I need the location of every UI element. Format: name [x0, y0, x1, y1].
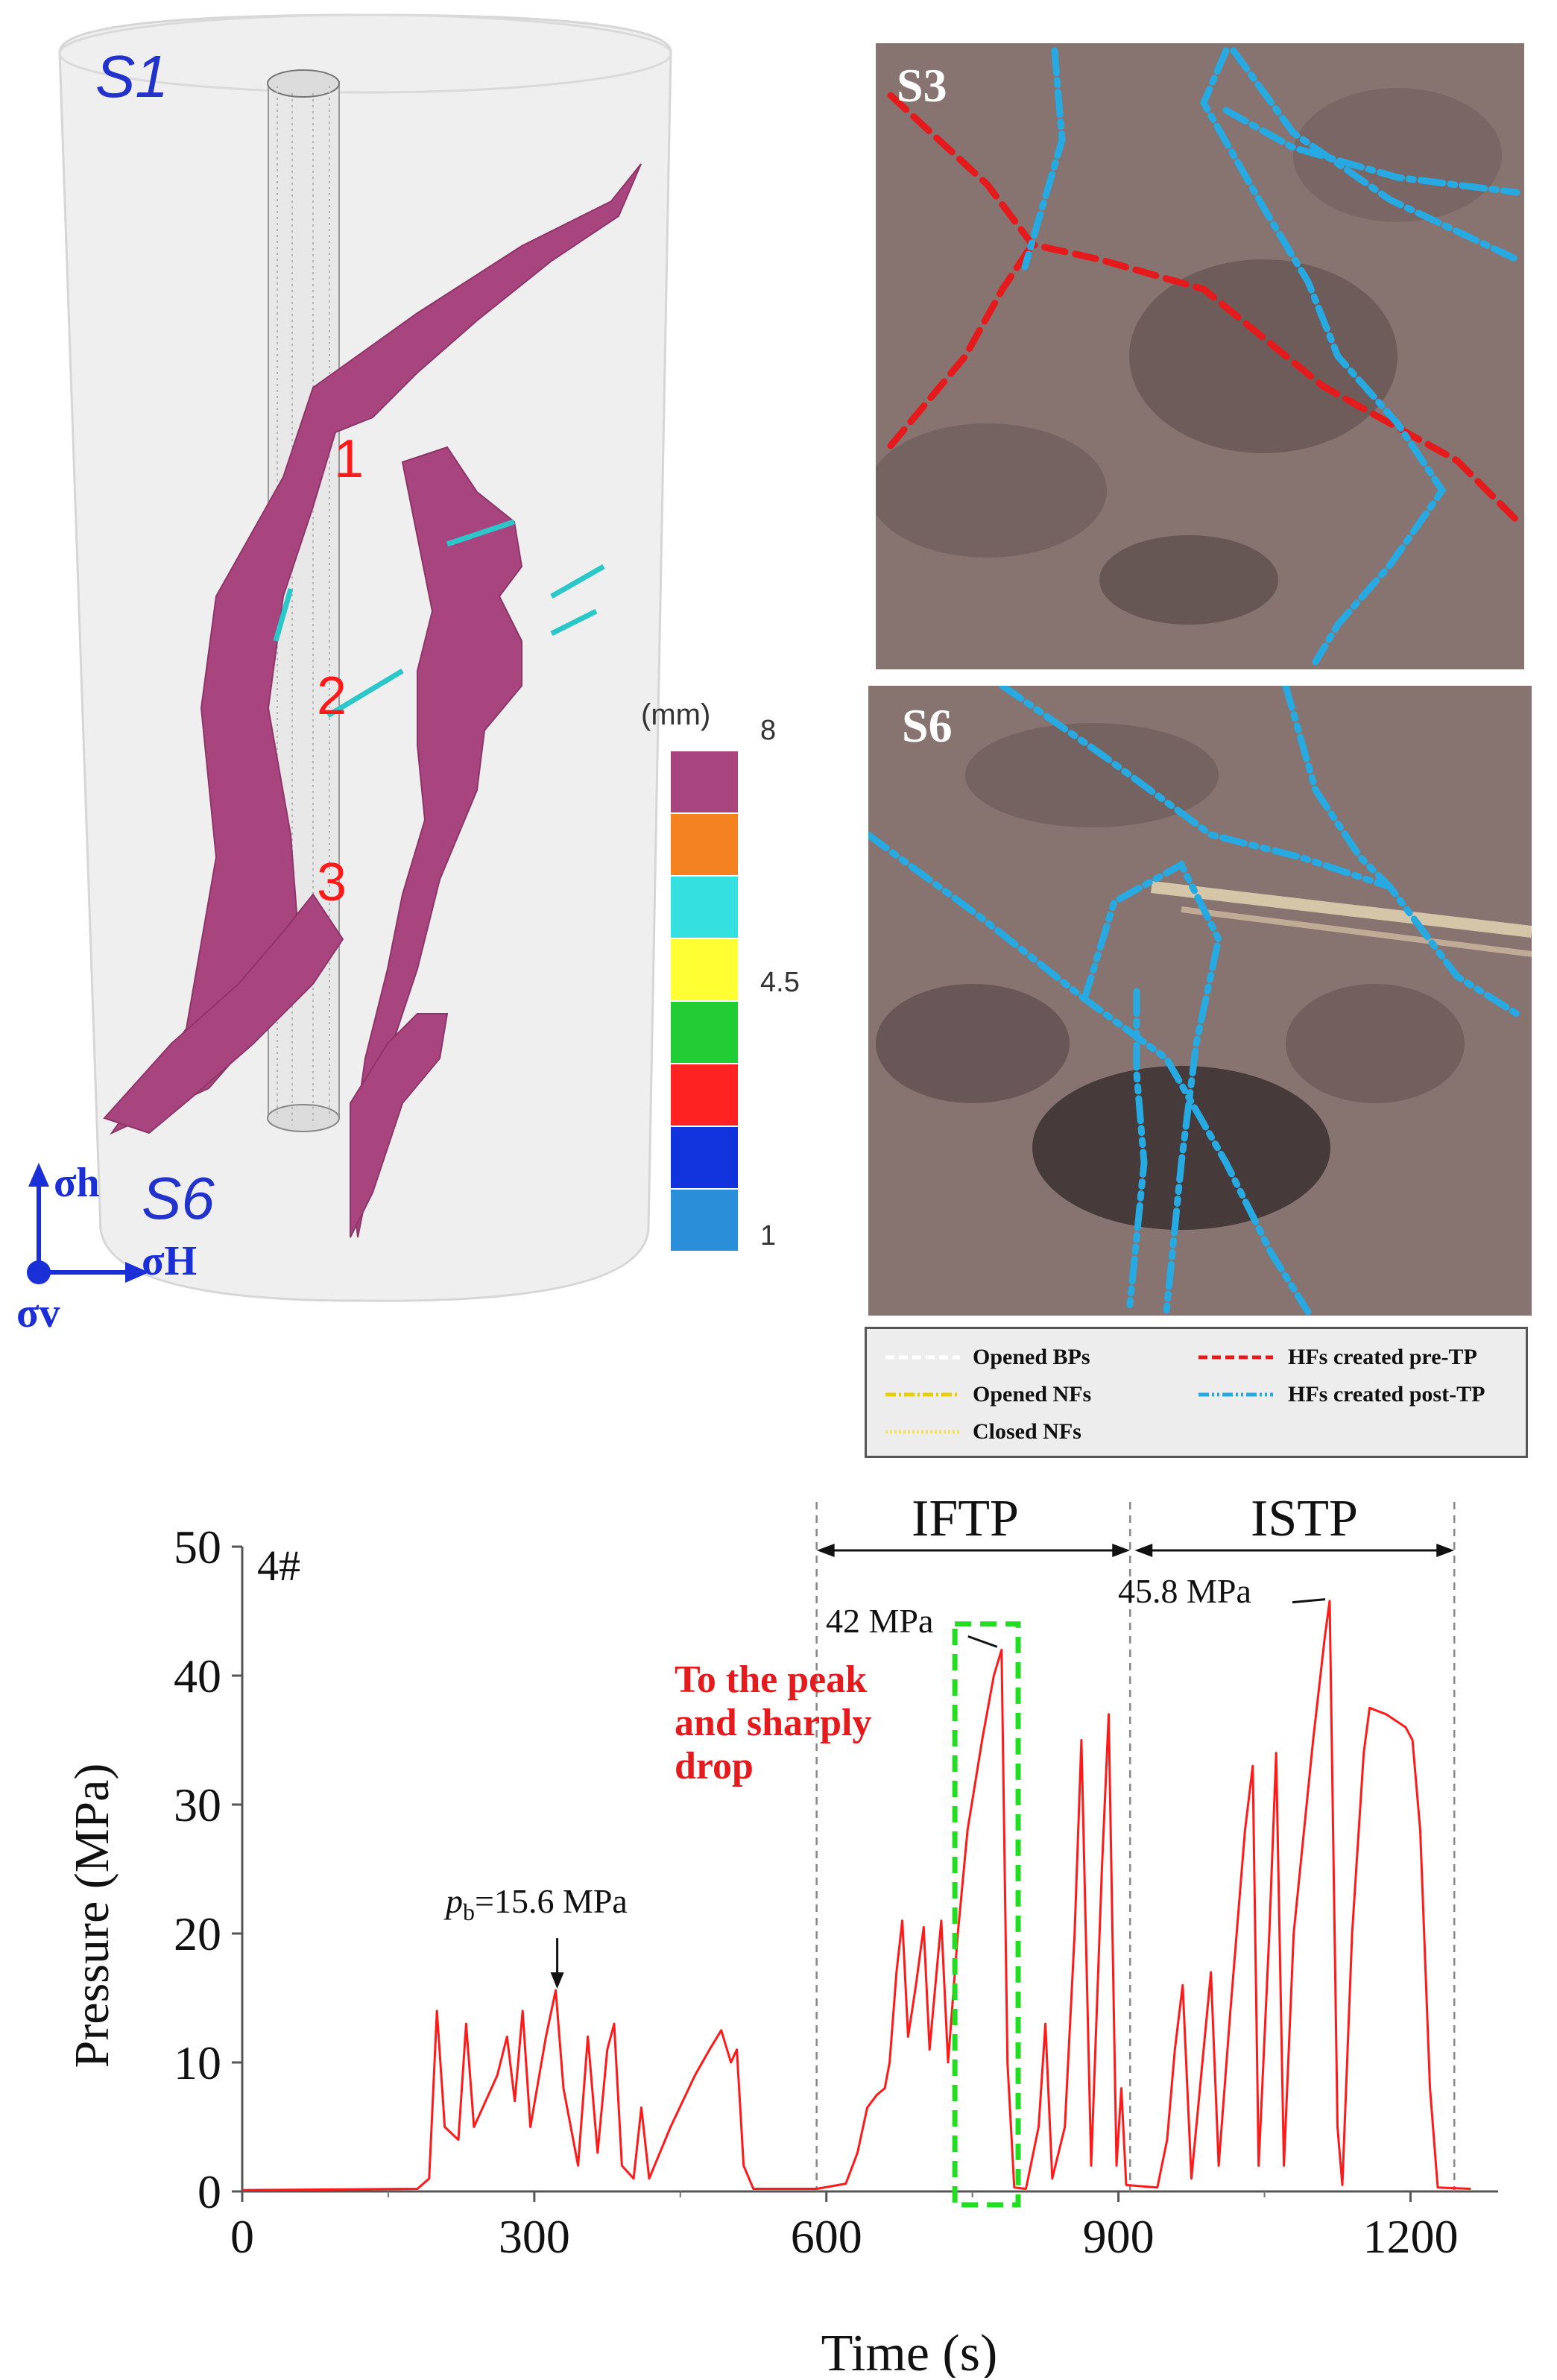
colorbar-cell	[671, 1002, 738, 1063]
fracture-label-3: 3	[317, 853, 347, 912]
annotation-line-2: and sharply	[675, 1702, 871, 1744]
sigma-v-label: σv	[16, 1290, 60, 1336]
y-axis-label: Pressure (MPa)	[65, 1764, 119, 2068]
fracture-model-3d: 1 2 3 S1 S6 σh σH σv	[16, 13, 672, 1336]
y-tick-label: 20	[174, 1907, 221, 1960]
breakdown-pressure-label: pb=15.6 MPa	[443, 1882, 628, 1925]
s6-hf-post-tp-2	[1282, 686, 1394, 891]
colorbar-cell	[671, 1064, 738, 1126]
fracture-label-2: 2	[317, 666, 347, 726]
phase-label-istp: ISTP	[1251, 1490, 1358, 1547]
colorbar-cell	[671, 1127, 738, 1188]
iftp-span-arrow-head-left	[816, 1544, 835, 1557]
legend-label-hf-post-tp: HFs created post-TP	[1288, 1382, 1485, 1407]
s6-hf-post-tp-1	[999, 686, 1520, 1017]
colorbar-cell	[671, 751, 738, 812]
legend-label-opened-nfs: Opened NFs	[973, 1382, 1091, 1407]
s6-hf-post-tp-5	[1125, 988, 1148, 1316]
s3-hf-post-tp-1	[1021, 47, 1066, 271]
peak1-arrow	[967, 1635, 998, 1648]
photo-s6: S6	[868, 686, 1532, 1316]
annotation-line-1: To the peak	[675, 1658, 867, 1701]
s6-hf-post-tp-3	[868, 831, 1312, 1316]
photo-s3: S3	[876, 43, 1524, 669]
photo-legend: Opened BPs HFs created pre-TP Opened NFs…	[865, 1327, 1528, 1458]
fracture-label-1: 1	[334, 429, 364, 489]
x-tick-label: 900	[1083, 2210, 1155, 2263]
sample-label-4: 4#	[257, 1541, 300, 1590]
photo-s3-label: S3	[897, 59, 947, 112]
legend-label-closed-nfs: Closed NFs	[973, 1419, 1081, 1444]
colorbar-unit: (mm)	[641, 698, 710, 731]
colorbar-cell	[671, 814, 738, 875]
sigma-h-label: σh	[54, 1160, 100, 1206]
colorbar-cells	[671, 751, 738, 1251]
x-tick-label: 600	[791, 2210, 862, 2263]
legend-label-opened-bps: Opened BPs	[973, 1345, 1090, 1369]
pressure-series-line	[241, 1600, 1471, 2191]
colorbar-cell	[671, 1190, 738, 1251]
s6-hf-post-tp-4	[1081, 859, 1222, 1316]
y-tick-label: 0	[198, 2165, 221, 2218]
peak-label-45-8: 45.8 MPa	[1118, 1572, 1251, 1610]
colorbar-cell	[671, 877, 738, 938]
colorbar-tick-mid: 4.5	[760, 967, 800, 998]
y-tick-label: 10	[174, 2036, 221, 2089]
s3-hf-post-tp-4	[1222, 107, 1520, 196]
photo-s6-label: S6	[902, 699, 953, 752]
phase-label-iftp: IFTP	[912, 1490, 1019, 1547]
colorbar-tick-min: 1	[760, 1220, 776, 1251]
s3-hf-post-tp-3	[1230, 47, 1520, 263]
annotation-line-3: drop	[675, 1745, 754, 1787]
s3-hf-pre-tp-2	[887, 241, 1036, 449]
y-tick-label: 40	[174, 1650, 221, 1702]
s3-hf-post-tp-2	[1199, 47, 1447, 666]
istp-span-arrow-head-left	[1134, 1544, 1153, 1557]
colorbar-cell	[671, 939, 738, 1000]
sample-label-s1: S1	[95, 43, 168, 110]
stress-axes	[27, 1163, 149, 1284]
sigma-H-label: σH	[142, 1238, 197, 1284]
peak-label-42: 42 MPa	[826, 1602, 933, 1640]
peak2-arrow	[1292, 1598, 1326, 1604]
legend-label-hf-pre-tp: HFs created pre-TP	[1288, 1345, 1477, 1369]
x-axis-label: Time (s)	[821, 2325, 998, 2378]
aperture-colorbar: (mm) 8 4.5 1	[641, 698, 800, 1251]
peak-highlight-box	[952, 1621, 1021, 2208]
s3-hf-pre-tp-1	[887, 92, 1520, 524]
x-tick-label: 1200	[1362, 2210, 1458, 2263]
breakdown-arrow-head	[550, 1972, 564, 1989]
x-tick-label: 300	[499, 2210, 570, 2263]
colorbar-tick-max: 8	[760, 715, 776, 746]
iftp-span-arrow-head-right	[1112, 1544, 1131, 1557]
cylinder-top-ellipse	[58, 13, 672, 94]
sample-label-s6: S6	[142, 1165, 215, 1231]
pressure-chart: 0 10 20 30 40 50 0 300 600 900 1200 Pressure (MPa)…	[65, 1490, 1498, 2378]
y-tick-label: 50	[174, 1521, 221, 1573]
cyan-fractures	[273, 519, 605, 719]
x-tick-label: 0	[230, 2210, 254, 2263]
y-tick-label: 30	[174, 1778, 221, 1831]
fracture-surfaces	[103, 163, 642, 1238]
istp-span-arrow-head-right	[1436, 1544, 1455, 1557]
